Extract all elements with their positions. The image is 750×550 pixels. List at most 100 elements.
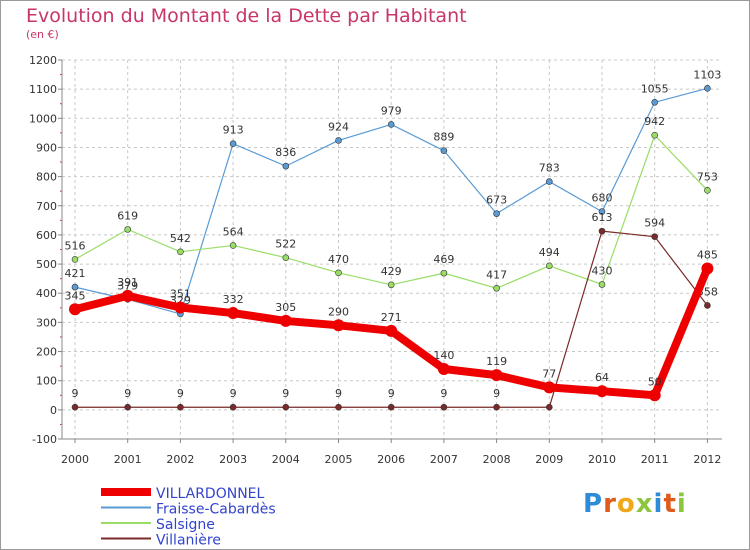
data-point (174, 301, 187, 314)
data-label: 305 (275, 301, 296, 314)
x-tick-label: 2006 (377, 453, 405, 466)
x-tick-label: 2012 (693, 453, 721, 466)
y-tick-label: -100 (32, 433, 57, 446)
data-point (648, 389, 661, 402)
data-label: 889 (433, 131, 454, 144)
y-tick-label: 1100 (29, 83, 57, 96)
data-point (704, 187, 711, 194)
x-tick-label: 2007 (430, 453, 458, 466)
proxiti-logo: Proxiti (583, 489, 687, 519)
data-point (440, 403, 448, 411)
data-point (124, 403, 131, 411)
data-point (387, 281, 395, 289)
data-point (543, 381, 556, 394)
data-label: 351 (170, 288, 191, 301)
data-point (71, 256, 79, 263)
data-point (387, 121, 395, 128)
legend-label: Villanière (156, 533, 221, 549)
y-tick-label: 1000 (29, 112, 57, 125)
data-point (387, 403, 395, 411)
data-label: 619 (117, 209, 138, 222)
data-label: 9 (493, 387, 500, 400)
data-label: 391 (117, 276, 138, 289)
data-point (440, 147, 448, 154)
data-label: 485 (697, 248, 718, 261)
data-point (282, 403, 290, 411)
data-point (596, 385, 608, 398)
x-tick-label: 2005 (325, 453, 353, 466)
data-point (493, 210, 500, 217)
data-point (227, 307, 240, 320)
data-point (545, 403, 553, 411)
data-point (598, 281, 606, 288)
data-label: 979 (381, 104, 402, 117)
data-label: 290 (328, 305, 349, 318)
data-label: 345 (65, 289, 86, 302)
data-label: 9 (282, 387, 289, 400)
y-tick-label: 700 (36, 200, 57, 213)
data-label: 332 (223, 293, 244, 306)
data-point (493, 403, 500, 411)
data-point (71, 283, 79, 291)
y-tick-label: 800 (36, 171, 57, 184)
y-tick-label: 300 (36, 316, 57, 329)
data-point (598, 208, 606, 215)
data-point (545, 178, 553, 185)
data-label: 494 (539, 246, 560, 259)
y-tick-label: 400 (36, 287, 57, 300)
data-point (177, 403, 184, 411)
y-tick-label: 200 (36, 346, 57, 359)
data-point (229, 242, 237, 249)
legend-label: VILLARDONNEL (156, 486, 265, 502)
data-point (121, 289, 134, 302)
data-point (493, 284, 500, 292)
logo-letter: o (616, 489, 636, 519)
data-label: 119 (486, 355, 507, 368)
x-tick-label: 2011 (641, 453, 669, 466)
data-label: 140 (433, 349, 454, 362)
data-label: 9 (72, 387, 79, 400)
data-point (229, 403, 237, 411)
data-point (229, 140, 237, 147)
data-label: 753 (697, 170, 718, 183)
data-label: 673 (486, 194, 507, 207)
data-label: 594 (644, 217, 665, 230)
data-label: 421 (65, 267, 86, 280)
data-label: 1103 (693, 68, 721, 81)
data-label: 516 (65, 239, 86, 252)
x-tick-label: 2008 (483, 453, 511, 466)
y-tick-label: 500 (36, 258, 57, 271)
data-label: 9 (124, 387, 131, 400)
y-tick-label: 600 (36, 229, 57, 242)
data-point (651, 98, 659, 106)
data-label: 271 (381, 311, 402, 324)
x-tick-label: 2003 (219, 453, 247, 466)
logo-letter: t (663, 489, 677, 519)
data-label: 9 (230, 387, 237, 400)
data-point (651, 233, 659, 240)
data-label: 64 (595, 371, 609, 384)
data-point (651, 131, 659, 139)
x-tick-label: 2002 (166, 453, 194, 466)
data-point (282, 254, 290, 261)
x-tick-label: 2004 (272, 453, 300, 466)
data-label: 470 (328, 253, 349, 266)
chart-unit: (en €) (26, 28, 59, 41)
data-label: 50 (648, 375, 662, 388)
y-tick-label: 1200 (29, 54, 57, 67)
data-label: 379 (117, 279, 138, 292)
logo-letter: i (653, 489, 664, 519)
data-point (704, 302, 711, 309)
data-label: 522 (275, 238, 296, 251)
chart-title: Evolution du Montant de la Dette par Hab… (26, 5, 467, 27)
data-label: 1055 (641, 82, 669, 95)
data-label: 924 (328, 120, 349, 133)
legend-label: Salsigne (156, 517, 215, 533)
data-label: 542 (170, 232, 191, 245)
data-point (71, 403, 79, 411)
data-point (440, 269, 448, 277)
data-point (279, 314, 292, 327)
data-label: 564 (223, 225, 244, 238)
logo-letter: r (603, 489, 617, 519)
